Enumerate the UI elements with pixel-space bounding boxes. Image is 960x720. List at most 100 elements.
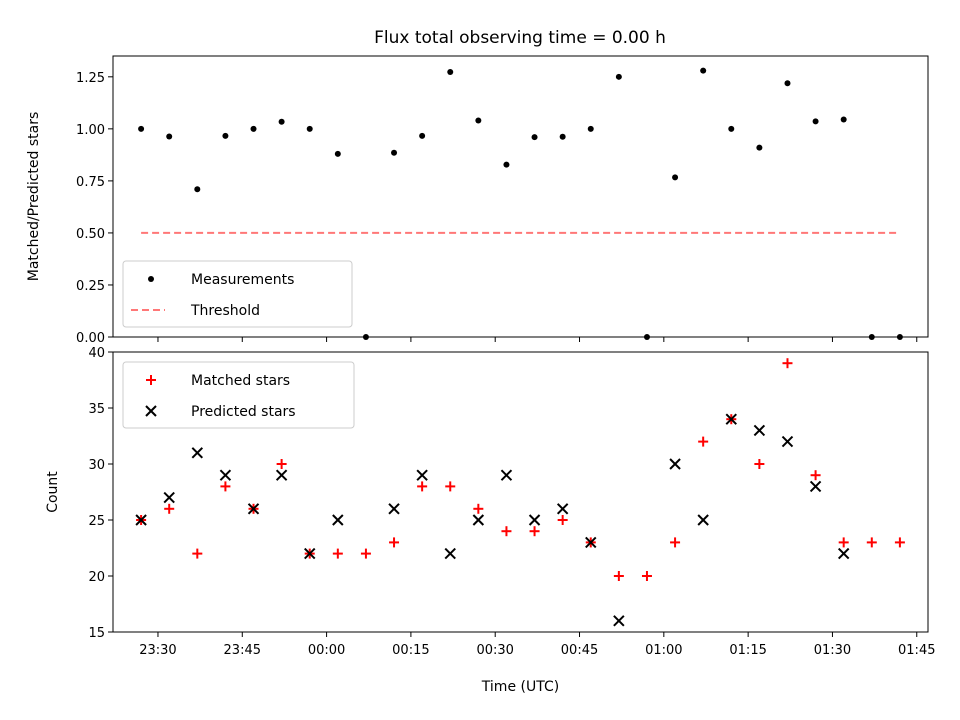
measurement-point: [700, 67, 707, 74]
matched-star-point: [613, 571, 624, 581]
predicted-star-point: [753, 424, 766, 437]
measurement-point: [615, 73, 622, 80]
bottom-ylabel: Count: [45, 471, 61, 513]
matched-star-point: [192, 548, 203, 559]
predicted-star-point: [669, 458, 681, 470]
predicted-star-point: [585, 536, 597, 549]
predicted-star-point: [556, 503, 569, 515]
bottom-xlabel: Time (UTC): [481, 679, 559, 695]
legend-label: Measurements: [191, 272, 294, 288]
matched-star-point: [164, 503, 175, 514]
predicted-star-point: [247, 503, 260, 515]
matched-star-point: [445, 481, 456, 492]
measurement-point: [194, 186, 201, 193]
bottom-ytick-label: 30: [88, 458, 105, 473]
legend-matched-marker: [146, 375, 156, 385]
predicted-star-point: [388, 503, 400, 515]
measurement-point: [166, 133, 173, 140]
predicted-star-point: [219, 469, 232, 481]
top-ytick-label: 1.25: [76, 71, 105, 86]
measurement-point: [138, 125, 145, 132]
bottom-xtick-label: 01:15: [729, 643, 766, 658]
bottom-xtick-label: 23:45: [224, 643, 261, 658]
measurement-point: [222, 132, 229, 139]
predicted-star-point: [275, 469, 288, 481]
measurement-point: [559, 133, 566, 140]
matched-star-point: [810, 470, 821, 481]
top-panel: 0.00 0.25 0.50 0.75 1.00 1.25 Matched/Predicte…: [26, 55, 929, 346]
predicted-star-point: [837, 547, 850, 560]
bottom-axes-frame: [112, 351, 929, 633]
matched-star-point: [501, 526, 512, 537]
measurement-point: [362, 334, 369, 340]
measurement-point: [503, 161, 510, 168]
legend-label: Matched stars: [191, 373, 290, 389]
predicted-star-point: [500, 469, 513, 481]
predicted-star-point: [528, 514, 541, 526]
predicted-star-point: [613, 615, 625, 627]
bottom-ytick-label: 35: [88, 402, 105, 417]
matched-star-point: [670, 537, 681, 548]
matched-star-point: [473, 503, 484, 514]
matched-star-point: [754, 459, 765, 469]
measurement-point: [587, 125, 594, 132]
predicted-star-point: [781, 435, 794, 448]
predicted-star-point: [191, 447, 204, 459]
matched-star-point: [529, 526, 540, 537]
matched-star-point: [838, 537, 849, 548]
predicted-star-point: [472, 514, 485, 526]
matched-star-point: [866, 537, 877, 548]
bottom-xtick-label: 00:15: [392, 643, 429, 658]
legend-predicted-marker: [145, 405, 157, 417]
top-ytick-label: 0.50: [76, 227, 105, 242]
bottom-ytick-label: 40: [88, 346, 105, 361]
measurement-point: [756, 144, 763, 151]
legend-measurement-marker: [148, 276, 154, 282]
measurement-point: [784, 80, 791, 87]
bottom-legend: Matched stars Predicted stars: [122, 361, 355, 429]
measurement-point: [728, 125, 735, 132]
measurement-point: [531, 134, 538, 141]
bottom-xtick-label: 01:45: [898, 643, 935, 658]
predicted-star-point: [725, 413, 737, 425]
chart-title: Flux total observing time = 0.00 h: [374, 28, 666, 48]
matched-star-point: [698, 436, 709, 447]
predicted-star-point: [304, 547, 316, 560]
matched-star-point: [417, 481, 428, 492]
top-ytick-label: 1.00: [76, 123, 105, 138]
bottom-ytick-label: 20: [88, 570, 105, 585]
measurement-point: [278, 118, 285, 125]
measurement-point: [896, 334, 903, 340]
top-ytick-label: 0.00: [76, 331, 105, 346]
bottom-xtick-label: 00:00: [308, 643, 345, 658]
measurement-point: [250, 125, 257, 132]
bottom-xtick-label: 01:30: [814, 643, 851, 658]
bottom-xtick-label: 00:30: [476, 643, 513, 658]
legend-label: Predicted stars: [191, 404, 296, 420]
top-legend: Measurements Threshold: [122, 260, 353, 328]
measurement-point: [419, 132, 426, 139]
matched-star-point: [894, 537, 905, 548]
top-legend-box: [122, 260, 353, 328]
matched-star-point: [276, 459, 287, 469]
predicted-star-point: [697, 514, 709, 526]
predicted-star-point: [444, 547, 456, 560]
measurement-point: [840, 116, 847, 123]
measurement-point: [672, 174, 679, 181]
top-ylabel: Matched/Predicted stars: [26, 112, 42, 282]
bottom-legend-box: [122, 361, 355, 429]
bottom-xtick-label: 00:45: [561, 643, 598, 658]
bottom-xtick-label: 23:30: [139, 643, 176, 658]
measurement-point: [391, 149, 398, 156]
measurement-point: [334, 150, 341, 157]
bottom-ytick-label: 15: [88, 626, 105, 641]
measurement-point: [643, 334, 650, 340]
matched-star-point: [332, 548, 343, 559]
matched-star-point: [360, 548, 371, 559]
matched-star-point: [389, 537, 400, 548]
predicted-star-point: [416, 469, 428, 481]
bottom-ytick-label: 25: [88, 514, 105, 529]
matched-star-point: [641, 571, 652, 581]
